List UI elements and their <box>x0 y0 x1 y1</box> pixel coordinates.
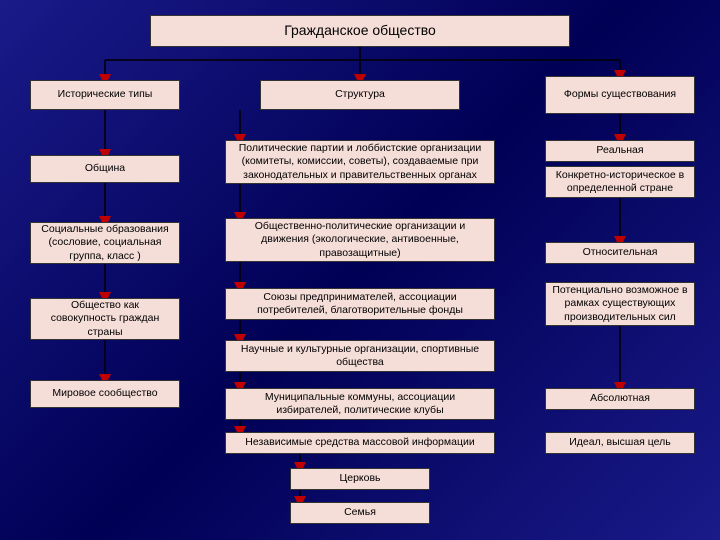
left-item-2: Общество как совокупность граждан страны <box>30 298 180 340</box>
center-item-2: Союзы предпринимателей, ассоциации потре… <box>225 288 495 320</box>
title-box: Гражданское общество <box>150 15 570 47</box>
center-item-5: Независимые средства массовой информации <box>225 432 495 454</box>
header-left: Исторические типы <box>30 80 180 110</box>
right-item-2: Относительная <box>545 242 695 264</box>
right-item-1: Конкретно-историческое в определенной ст… <box>545 166 695 198</box>
right-item-5: Идеал, высшая цель <box>545 432 695 454</box>
center-item-3: Научные и культурные организации, спорти… <box>225 340 495 372</box>
left-item-3: Мировое сообщество <box>30 380 180 408</box>
center-item-7: Семья <box>290 502 430 524</box>
center-item-4: Муниципальные коммуны, ассоциации избира… <box>225 388 495 420</box>
center-item-1: Общественно-политические организации и д… <box>225 218 495 262</box>
right-item-4: Абсолютная <box>545 388 695 410</box>
center-item-0: Политические партии и лоббистские органи… <box>225 140 495 184</box>
right-item-0: Реальная <box>545 140 695 162</box>
center-item-6: Церковь <box>290 468 430 490</box>
header-center: Структура <box>260 80 460 110</box>
header-right: Формы существования <box>545 76 695 114</box>
right-item-3: Потенциально возможное в рамках существу… <box>545 282 695 326</box>
left-item-1: Социальные образования (сословие, социал… <box>30 222 180 264</box>
left-item-0: Община <box>30 155 180 183</box>
